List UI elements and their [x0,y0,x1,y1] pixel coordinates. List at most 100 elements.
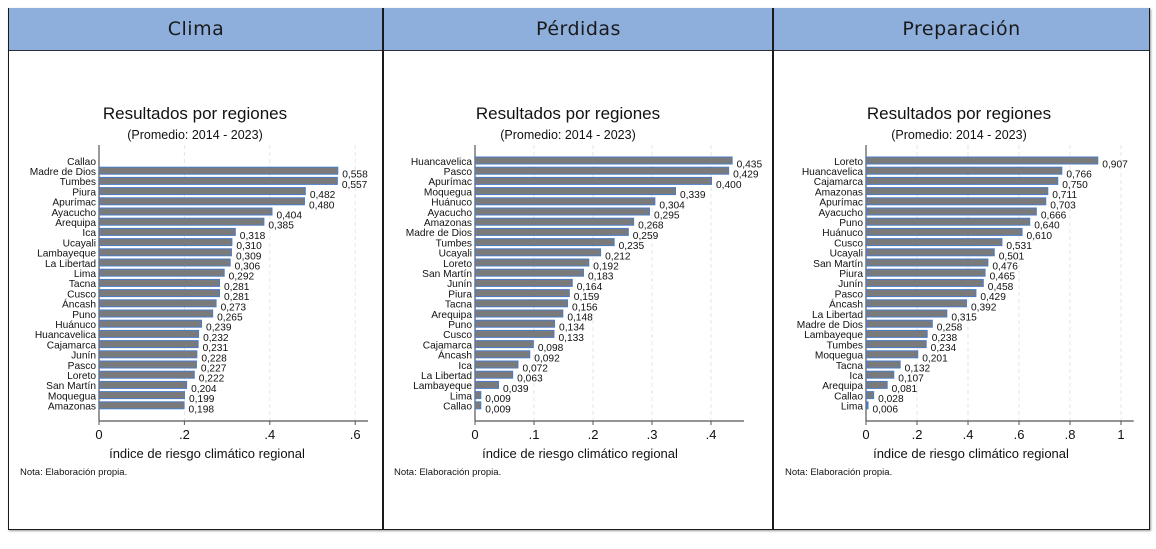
value-label: 0,310 [236,241,262,252]
bar [866,289,977,298]
category-label: Áncash [829,298,863,311]
category-label: San Martín [422,269,472,280]
value-label: 0,907 [1102,160,1128,171]
value-label: 0,232 [203,333,229,344]
x-tick-label: .6 [1014,427,1025,442]
bar [475,391,482,400]
category-label: Lima [450,391,472,402]
value-label: 0,531 [1006,241,1032,252]
x-tick-label: .4 [264,427,275,442]
category-label: Callao [834,391,863,402]
value-label: 0,750 [1062,180,1088,191]
category-label: Puno [839,218,863,229]
column-divider [772,8,774,530]
category-label: Apurímac [52,198,96,209]
category-label: Lambayeque [804,330,863,341]
bar [866,380,888,389]
category-label: La Libertad [45,259,96,270]
bar [866,391,875,400]
value-label: 0,315 [951,313,977,324]
value-label: 0,239 [206,323,232,334]
x-tick-label: .4 [706,427,717,442]
category-label: La Libertad [812,310,863,321]
bar [99,258,231,267]
chart-clima: Resultados por regiones (Promedio: 2014 -… [20,104,368,478]
value-label: 0,465 [990,272,1016,283]
category-label: Ica [849,371,863,382]
value-label: 0,306 [235,262,261,273]
value-label: 0,107 [898,374,924,385]
category-label: Loreto [443,259,472,270]
chart-note: Nota: Elaboración propia. [785,467,892,478]
bar [99,248,232,257]
value-label: 0,098 [538,343,564,354]
category-label: Ucayali [830,249,863,260]
value-label: 0,557 [342,180,368,191]
bar [866,258,989,267]
bar [866,248,995,257]
value-label: 0,309 [236,251,262,262]
category-label: Junín [838,279,863,290]
category-label: Amazonas [424,218,472,229]
category-label: Loreto [67,371,96,382]
value-label: 0,159 [574,292,600,303]
bar [475,166,730,175]
value-label: 0,281 [224,282,250,293]
chart-subtitle: (Promedio: 2014 - 2023) [127,128,263,142]
bar [99,401,185,410]
category-label: Moquegua [424,187,472,198]
value-label: 0,198 [189,404,215,415]
value-label: 0,766 [1066,170,1092,181]
category-label: Amazonas [48,402,96,413]
value-label: 0,156 [572,302,598,313]
bar [99,289,220,298]
category-label: Puno [72,310,96,321]
value-label: 0,480 [309,200,335,211]
category-label: Cusco [67,289,96,300]
bar [475,268,584,277]
value-label: 0,212 [605,251,631,262]
category-label: Cajamarca [423,340,473,351]
x-tick-label: 0 [95,427,102,442]
value-label: 0,476 [992,262,1018,273]
bar [866,401,869,410]
bar [866,370,895,379]
bar [475,248,602,257]
x-tick-label: 1 [1117,427,1124,442]
value-label: 0,304 [659,200,685,211]
bar [99,278,220,287]
value-label: 0,501 [999,251,1025,262]
category-label: San Martín [813,259,863,270]
bar [866,156,1099,165]
value-label: 0,092 [534,353,560,364]
value-label: 0,133 [558,333,584,344]
bar [866,329,928,338]
bar [866,217,1031,226]
chart-note: Nota: Elaboración propia. [20,467,127,478]
category-label: Amazonas [815,187,863,198]
bar [475,258,590,267]
category-label: San Martín [46,381,96,392]
value-label: 0,228 [201,353,227,364]
category-label: La Libertad [421,371,472,382]
bar [866,176,1059,185]
x-axis-label: índice de riesgo climático regional [109,446,305,461]
category-label: Loreto [834,157,863,168]
x-tick-label: .2 [588,427,599,442]
x-tick-label: .6 [350,427,361,442]
value-label: 0,392 [971,302,997,313]
category-label: Ica [82,228,96,239]
bar [99,360,197,369]
chart-preparacion: Resultados por regiones (Promedio: 2014 -… [785,104,1134,478]
bar [866,299,967,308]
value-label: 0,134 [559,323,585,334]
bar [99,380,188,389]
bar [99,340,199,349]
category-label: Cusco [834,238,863,249]
category-label: Junín [447,279,472,290]
category-label: Huancavelica [802,167,863,178]
value-label: 0,258 [937,323,963,334]
category-label: Moquegua [815,351,863,362]
category-label: Tumbes [827,340,863,351]
category-label: Junín [71,351,96,362]
